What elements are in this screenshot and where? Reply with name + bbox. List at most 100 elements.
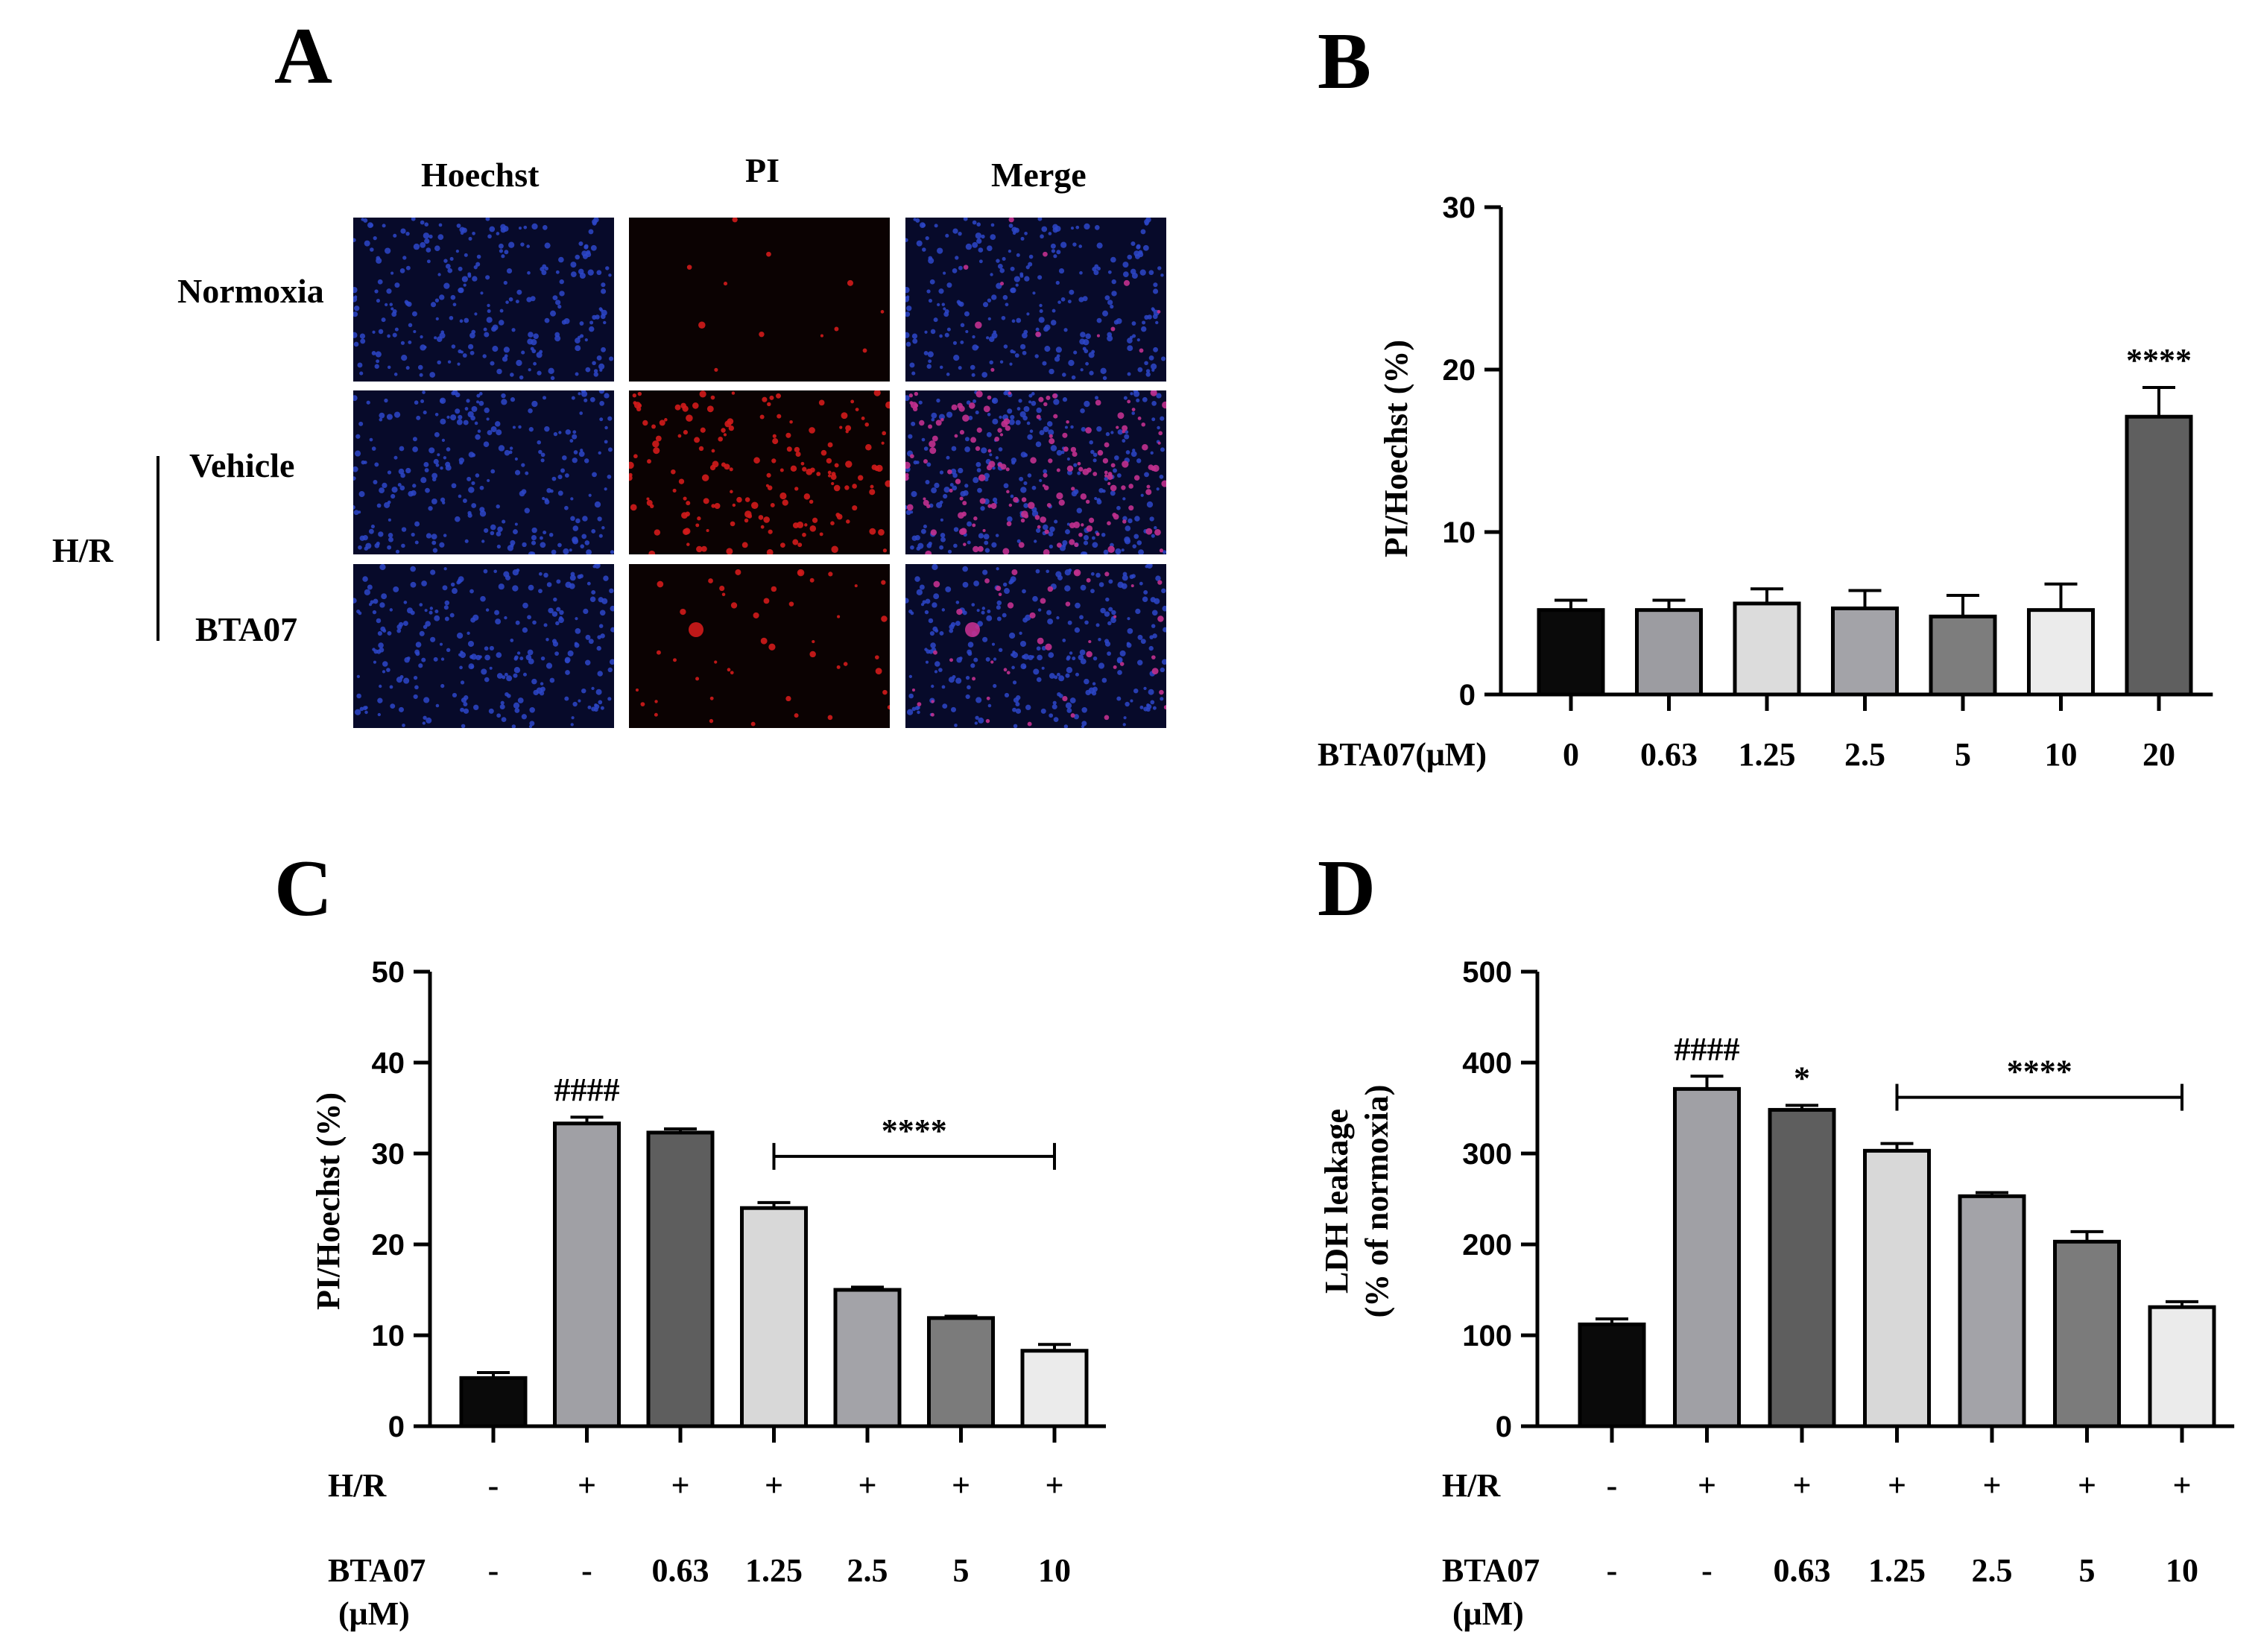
significance-label: ****: [882, 1113, 947, 1149]
hr-value: +: [1982, 1467, 2001, 1504]
bar: [833, 1288, 902, 1428]
x-tick-label: 2.5: [1844, 736, 1885, 773]
x-tick-label: 1.25: [1739, 736, 1796, 773]
bar: [1863, 1148, 1931, 1428]
y-axis-label: PI/Hoechst (%): [1378, 340, 1414, 557]
row-label-bta07: BTA07: [1442, 1552, 1540, 1589]
x-tick-label: 10: [2045, 736, 2078, 773]
bar: [459, 1376, 528, 1428]
panel-a-letter: A: [274, 12, 332, 101]
x-tick-label: 20: [2142, 736, 2175, 773]
micrograph-bta07-pi: [629, 564, 890, 728]
bar: [1929, 614, 1997, 697]
y-tick-label: 500: [1462, 956, 1512, 989]
significance-label: ****: [2126, 342, 2192, 379]
y-tick-label: 40: [372, 1047, 405, 1080]
bar: [1578, 1322, 1646, 1428]
micrograph-normoxia-hoechst: [353, 218, 614, 382]
row-label-hr: H/R: [1442, 1467, 1501, 1504]
col-label-merge: Merge: [991, 156, 1087, 194]
micrograph-normoxia-pi: [629, 218, 890, 382]
panel-letter-b: B: [1318, 17, 1371, 106]
row-label-bta07: BTA07: [328, 1552, 426, 1589]
bar: [2125, 414, 2193, 697]
bta07-value: 1.25: [745, 1552, 803, 1589]
col-label-pi: PI: [745, 151, 779, 189]
y-tick-label: 50: [372, 956, 405, 989]
row-label-unit: (μM): [338, 1595, 410, 1632]
hr-value: +: [858, 1467, 876, 1504]
hr-value: +: [671, 1467, 689, 1504]
micrograph-vehicle-hoechst: [353, 390, 614, 554]
significance-label: ####: [1674, 1031, 1740, 1067]
bar: [1635, 608, 1703, 697]
y-tick-label: 100: [1462, 1320, 1512, 1352]
bar: [1831, 606, 1899, 697]
bta07-value: 2.5: [1972, 1552, 2013, 1589]
bar: [1673, 1086, 1741, 1428]
micrograph-bta07-merge: [905, 564, 1166, 728]
bta07-value: -: [581, 1552, 592, 1589]
bta07-value: 5: [2079, 1552, 2096, 1589]
significance-label: *: [1794, 1060, 1810, 1096]
significance-label: ####: [554, 1072, 620, 1108]
bta07-value: 1.25: [1868, 1552, 1926, 1589]
chart-c: C 0 10 20 30 40 50 PI/Hoechst (%) #### **** H/R BTA…: [274, 844, 1107, 1632]
chart-d: D 0 100 200 300 400 500 LDH leakage (% of normox…: [1318, 844, 2235, 1632]
hr-value: +: [952, 1467, 970, 1504]
hr-value: +: [1045, 1467, 1063, 1504]
bar: [2148, 1305, 2216, 1428]
significance-label: ****: [2007, 1054, 2072, 1090]
bta07-value: 2.5: [847, 1552, 888, 1589]
row-label-unit: (μM): [1452, 1595, 1524, 1632]
row-label-normoxia: Normoxia: [177, 272, 324, 310]
bar: [2053, 1239, 2121, 1428]
row-label-hr: H/R: [328, 1467, 387, 1504]
bta07-value: 10: [1038, 1552, 1071, 1589]
bar: [553, 1121, 621, 1428]
hr-value: -: [1607, 1467, 1618, 1504]
panel-letter-c: C: [274, 844, 332, 933]
x-tick-label: 5: [1955, 736, 1971, 773]
bar: [927, 1316, 995, 1428]
bta07-value: 0.63: [652, 1552, 709, 1589]
micrograph-bta07-hoechst: [353, 564, 614, 728]
y-tick-label: 30: [372, 1138, 405, 1171]
row-label-vehicle: Vehicle: [189, 446, 295, 484]
micrograph-vehicle-merge: [905, 390, 1166, 554]
bta07-value: 5: [953, 1552, 970, 1589]
bar: [646, 1130, 715, 1428]
hr-value: +: [1888, 1467, 1906, 1504]
bta07-value: -: [1701, 1552, 1713, 1589]
y-tick-label: 0: [388, 1411, 405, 1443]
y-axis-label-2: (% of normoxia): [1359, 1085, 1395, 1318]
y-tick-label: 20: [1443, 354, 1476, 387]
y-tick-label: 200: [1462, 1229, 1512, 1262]
hr-value: +: [2078, 1467, 2096, 1504]
micrograph-vehicle-pi: [629, 390, 890, 554]
x-axis-label: BTA07(μM): [1318, 736, 1487, 773]
bar: [2027, 608, 2095, 697]
y-tick-label: 10: [1443, 516, 1476, 549]
y-tick-label: 0: [1459, 679, 1476, 712]
hr-value: +: [2172, 1467, 2191, 1504]
bar: [1768, 1107, 1836, 1428]
bta07-value: 0.63: [1774, 1552, 1831, 1589]
group-bracket: [156, 456, 159, 641]
bar: [740, 1206, 808, 1428]
hr-value: +: [1792, 1467, 1811, 1504]
bar: [1958, 1194, 2026, 1428]
col-label-hoechst: Hoechst: [421, 156, 540, 194]
hr-value: -: [488, 1467, 499, 1504]
y-tick-label: 0: [1496, 1411, 1512, 1443]
y-axis-label: LDH leakage: [1318, 1109, 1355, 1294]
hr-value: +: [765, 1467, 783, 1504]
bar: [1733, 601, 1801, 697]
bta07-value: 10: [2166, 1552, 2198, 1589]
bar: [1020, 1349, 1089, 1428]
panel-letter-d: D: [1318, 844, 1376, 933]
group-label-hr: H/R: [52, 531, 113, 569]
bta07-value: -: [488, 1552, 499, 1589]
y-axis-label: PI/Hoechst (%): [310, 1092, 347, 1310]
